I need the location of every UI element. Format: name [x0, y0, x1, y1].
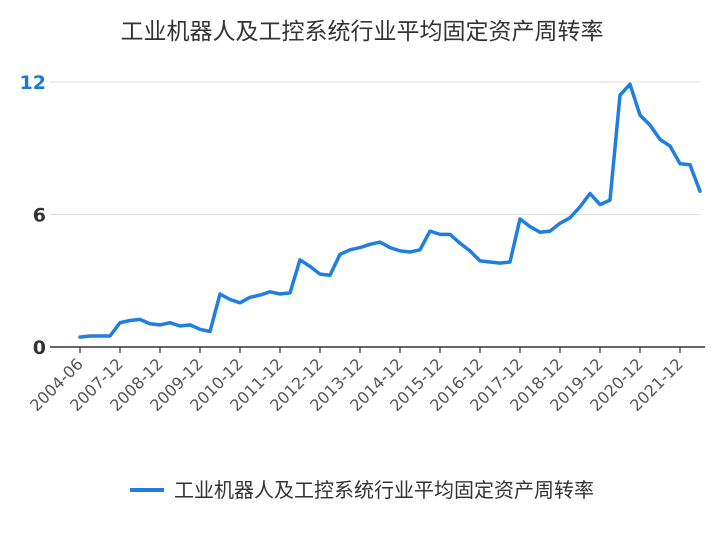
y-tick-label: 6: [33, 205, 46, 227]
legend: 工业机器人及工控系统行业平均固定资产周转率: [0, 474, 724, 503]
chart-title: 工业机器人及工控系统行业平均固定资产周转率: [120, 19, 604, 45]
x-axis-ticks: 2004-062007-122008-122009-122010-122011-…: [26, 347, 687, 415]
legend-label: 工业机器人及工控系统行业平均固定资产周转率: [174, 478, 594, 502]
series-line: [78, 82, 702, 339]
grid-lines: [50, 81, 700, 215]
series-layer: [78, 82, 702, 339]
legend-swatch: [130, 487, 164, 492]
y-axis-ticks: 0 6 12: [20, 72, 46, 359]
y-tick-label: 0: [33, 337, 46, 359]
y-tick-label: 12: [20, 72, 46, 94]
